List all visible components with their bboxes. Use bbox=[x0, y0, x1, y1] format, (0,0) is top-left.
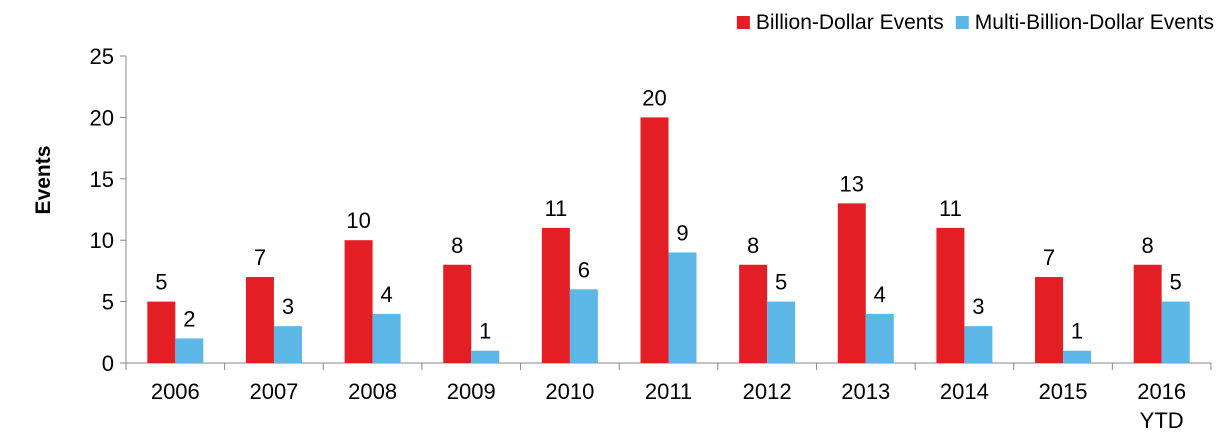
data-label: 5 bbox=[775, 270, 787, 295]
y-axis-title: Events bbox=[32, 146, 55, 215]
data-label: 1 bbox=[479, 319, 491, 344]
bar-series-2 bbox=[273, 326, 302, 363]
data-labels: 5 7 10 8 11 20 8 13 11 7 8 2 3 4 1 6 9 5 4 3 1 5 bbox=[155, 85, 1182, 343]
x-tick-label: 2008 bbox=[348, 379, 397, 404]
data-label: 2 bbox=[183, 306, 195, 331]
bar-series-1 bbox=[739, 264, 768, 363]
data-label: 9 bbox=[676, 220, 688, 245]
x-tick-label: 2014 bbox=[940, 379, 989, 404]
data-label: 5 bbox=[1170, 270, 1182, 295]
bar-series-1 bbox=[837, 203, 866, 363]
x-tick-label: 2012 bbox=[743, 379, 792, 404]
y-tick-label: 25 bbox=[90, 44, 114, 69]
bar-series-1 bbox=[245, 277, 274, 363]
bar-series-2 bbox=[865, 313, 894, 363]
y-tick-label: 20 bbox=[90, 105, 114, 130]
data-label: 11 bbox=[939, 196, 962, 221]
legend-swatch bbox=[736, 16, 750, 29]
x-tick-label: 2007 bbox=[249, 379, 298, 404]
data-label: 7 bbox=[254, 245, 266, 270]
bar-series-1 bbox=[640, 117, 669, 364]
data-label: 10 bbox=[346, 208, 370, 233]
bar-series-1 bbox=[936, 227, 965, 363]
bar-series-2 bbox=[767, 301, 796, 363]
data-label: 1 bbox=[1071, 319, 1083, 344]
data-label: 4 bbox=[380, 282, 392, 307]
bar-series-2 bbox=[175, 338, 204, 363]
x-tick-label: 2015 bbox=[1039, 379, 1088, 404]
bar-series-2 bbox=[569, 289, 598, 363]
bar-series-2 bbox=[471, 350, 500, 363]
data-label: 7 bbox=[1043, 245, 1055, 270]
bar-series-2 bbox=[668, 252, 697, 363]
data-label: 3 bbox=[972, 294, 984, 319]
y-tick-label: 10 bbox=[90, 228, 114, 253]
x-axis: 2006 2007 2008 2009 2010 2011 2012 2013 2014 2015… bbox=[125, 362, 1212, 433]
data-label: 4 bbox=[874, 282, 886, 307]
y-tick-label: 5 bbox=[102, 290, 114, 315]
legend-label: Billion-Dollar Events bbox=[756, 11, 944, 34]
bar-series-2 bbox=[1161, 301, 1190, 363]
legend-item: Billion-Dollar Events bbox=[736, 11, 944, 34]
bar-series-2 bbox=[372, 313, 401, 363]
x-tick-label: 2009 bbox=[447, 379, 496, 404]
legend-swatch bbox=[955, 16, 969, 29]
y-axis: 0 5 10 15 20 25 bbox=[90, 44, 127, 376]
legend: Billion-Dollar Events Multi-Billion-Dolla… bbox=[736, 11, 1214, 34]
data-label: 6 bbox=[578, 257, 590, 282]
y-tick-label: 15 bbox=[90, 167, 114, 192]
bar-series-1 bbox=[1035, 277, 1064, 363]
bars bbox=[147, 117, 1190, 364]
bar-series-1 bbox=[147, 301, 176, 363]
legend-label: Multi-Billion-Dollar Events bbox=[975, 11, 1214, 34]
legend-item: Multi-Billion-Dollar Events bbox=[955, 11, 1214, 34]
x-tick-label: 2016 YTD bbox=[1137, 379, 1186, 433]
x-tick-label: 2010 bbox=[545, 379, 594, 404]
bar-series-1 bbox=[344, 240, 373, 363]
data-label: 8 bbox=[747, 233, 759, 258]
data-label: 20 bbox=[642, 85, 666, 110]
bar-series-1 bbox=[443, 264, 472, 363]
bar-series-2 bbox=[1063, 350, 1092, 363]
data-label: 8 bbox=[451, 233, 463, 258]
data-label: 3 bbox=[282, 294, 294, 319]
bar-series-1 bbox=[1133, 264, 1162, 363]
data-label: 13 bbox=[840, 171, 864, 196]
data-label: 8 bbox=[1142, 233, 1154, 258]
bar-series-1 bbox=[541, 227, 570, 363]
y-tick-label: 0 bbox=[102, 351, 114, 376]
data-label: 11 bbox=[544, 196, 567, 221]
x-tick-label: 2013 bbox=[841, 379, 890, 404]
data-label: 5 bbox=[155, 270, 167, 295]
x-tick-label: 2006 bbox=[151, 379, 200, 404]
x-tick-label: 2011 bbox=[645, 379, 692, 404]
bar-series-2 bbox=[964, 326, 993, 363]
